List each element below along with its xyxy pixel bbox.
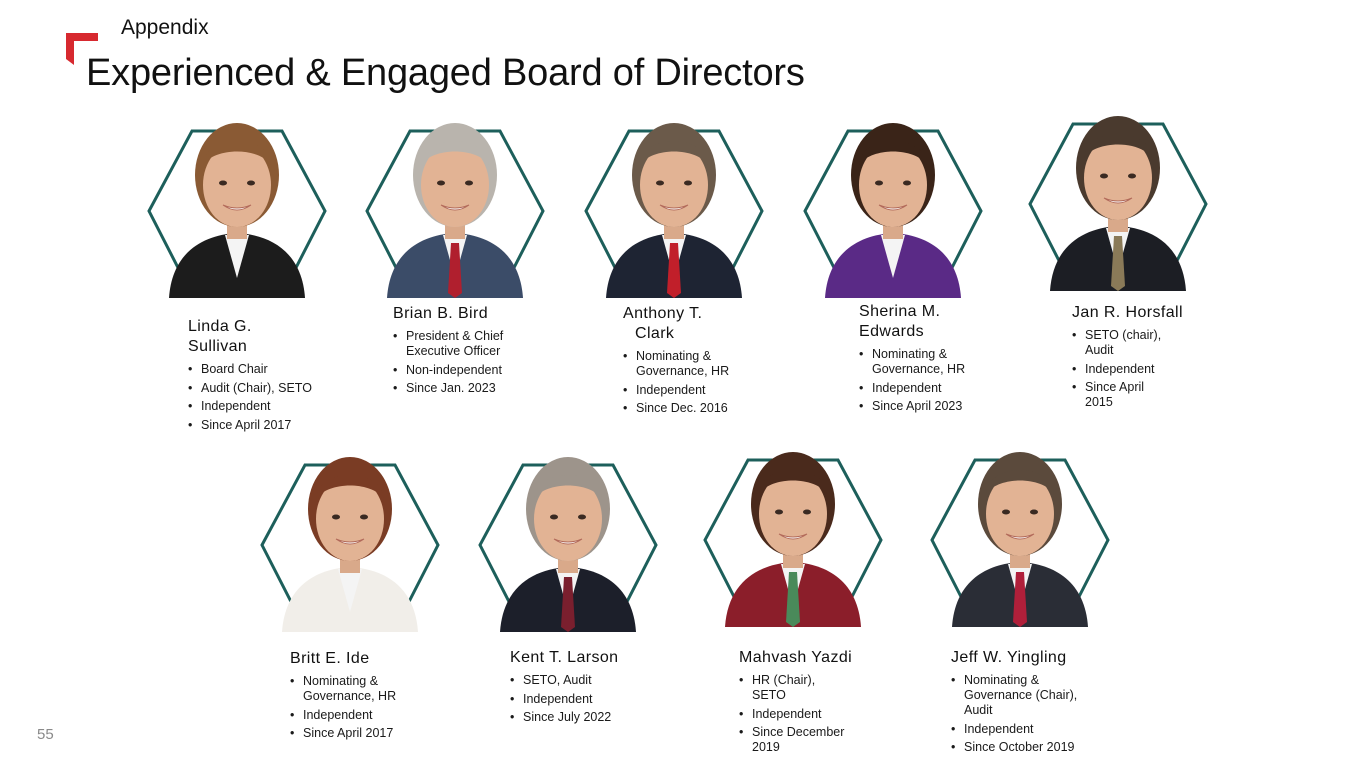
director-roles: President & Chief Executive Officer Non-… [393, 329, 528, 396]
role-item: Since April 2023 [859, 399, 994, 414]
director-photo [365, 103, 545, 298]
director-photo [260, 437, 440, 632]
director-photo [147, 103, 327, 298]
director-roles: Board Chair Audit (Chair), SETO Independ… [188, 362, 338, 433]
role-item: SETO, Audit [510, 673, 645, 688]
role-item: Independent [739, 707, 851, 722]
role-item: Audit (Chair), SETO [188, 381, 338, 396]
role-item: HR (Chair), SETO [739, 673, 851, 703]
role-item: Nominating & Governance, HR [623, 349, 758, 379]
director-name: Britt E. Ide [290, 650, 370, 667]
role-item: Independent [1072, 362, 1172, 377]
role-item: Since April 2015 [1072, 380, 1172, 410]
director-name: Linda G. Sullivan [188, 318, 252, 355]
director-roles: HR (Chair), SETO Independent Since Decem… [739, 673, 851, 755]
role-item: Independent [623, 383, 758, 398]
role-item: President & Chief Executive Officer [393, 329, 528, 359]
section-label: Appendix [121, 16, 209, 39]
role-item: Since April 2017 [290, 726, 425, 741]
role-item: Since April 2017 [188, 418, 338, 433]
director-name: Brian B. Bird [393, 305, 489, 322]
role-item: Since October 2019 [951, 740, 1081, 755]
director-name: Mahvash Yazdi [739, 649, 853, 666]
role-item: Independent [188, 399, 338, 414]
role-item: Board Chair [188, 362, 338, 377]
director-roles: SETO, Audit Independent Since July 2022 [510, 673, 645, 725]
director-photo [703, 432, 883, 627]
page-number: 55 [37, 726, 54, 743]
role-item: Independent [859, 381, 994, 396]
director-roles: Nominating & Governance, HR Independent … [623, 349, 758, 416]
role-item: Non-independent [393, 363, 528, 378]
role-item: Since Dec. 2016 [623, 401, 758, 416]
director-name: Anthony T. Clark [623, 305, 703, 342]
role-item: Nominating & Governance, HR [290, 674, 425, 704]
director-photo [478, 437, 658, 632]
director-roles: SETO (chair), Audit Independent Since Ap… [1072, 328, 1172, 410]
director-roles: Nominating & Governance, HR Independent … [290, 674, 425, 741]
corner-accent-icon [66, 33, 98, 65]
director-name: Sherina M. Edwards [859, 303, 941, 340]
role-item: Independent [290, 708, 425, 723]
page-title: Experienced & Engaged Board of Directors [86, 52, 805, 94]
director-name: Kent T. Larson [510, 649, 619, 666]
director-roles: Nominating & Governance, HR Independent … [859, 347, 994, 414]
director-name: Jan R. Horsfall [1072, 304, 1183, 321]
director-photo [1028, 96, 1208, 291]
director-photo [930, 432, 1110, 627]
role-item: Independent [510, 692, 645, 707]
role-item: Independent [951, 722, 1081, 737]
director-name: Jeff W. Yingling [951, 649, 1067, 666]
director-photo [803, 103, 983, 298]
director-roles: Nominating & Governance (Chair), Audit I… [951, 673, 1081, 755]
role-item: Since Jan. 2023 [393, 381, 528, 396]
role-item: Since December 2019 [739, 725, 851, 755]
role-item: Nominating & Governance, HR [859, 347, 994, 377]
role-item: SETO (chair), Audit [1072, 328, 1172, 358]
role-item: Nominating & Governance (Chair), Audit [951, 673, 1081, 718]
role-item: Since July 2022 [510, 710, 645, 725]
director-photo [584, 103, 764, 298]
